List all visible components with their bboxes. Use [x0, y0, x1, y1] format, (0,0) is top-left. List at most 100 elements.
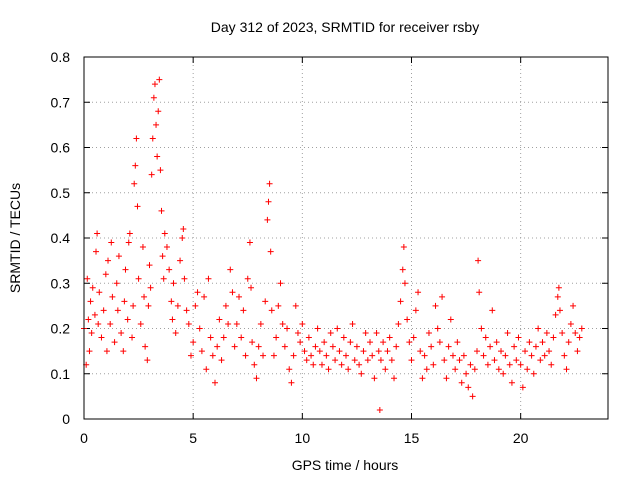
- data-point: [535, 325, 542, 332]
- data-point: [190, 339, 197, 346]
- data-point: [242, 352, 249, 359]
- data-point: [187, 352, 194, 359]
- data-point: [336, 348, 343, 355]
- data-point: [148, 171, 155, 178]
- data-point: [404, 316, 411, 323]
- data-point: [132, 162, 139, 169]
- data-point: [159, 253, 166, 260]
- data-point: [146, 262, 153, 269]
- data-point: [267, 248, 274, 255]
- y-tick-label: 0: [62, 411, 70, 427]
- data-point: [515, 334, 522, 341]
- data-point: [100, 307, 107, 314]
- data-point: [576, 334, 583, 341]
- data-point: [299, 320, 306, 327]
- data-point: [114, 307, 121, 314]
- data-point: [292, 302, 299, 309]
- data-point: [266, 180, 273, 187]
- data-point: [430, 361, 437, 368]
- data-point: [118, 330, 125, 337]
- data-point: [417, 348, 424, 355]
- data-point: [268, 307, 275, 314]
- data-point: [105, 257, 112, 264]
- data-point: [288, 379, 295, 386]
- data-point: [113, 280, 120, 287]
- data-point: [572, 330, 579, 337]
- data-point: [198, 348, 205, 355]
- data-point: [555, 284, 562, 291]
- data-point: [207, 334, 214, 341]
- data-point: [475, 257, 482, 264]
- data-point: [220, 334, 227, 341]
- data-point: [524, 366, 531, 373]
- data-point: [290, 352, 297, 359]
- data-point: [139, 244, 146, 251]
- data-point: [236, 293, 243, 300]
- data-point: [380, 339, 387, 346]
- data-point: [170, 280, 177, 287]
- data-point: [443, 375, 450, 382]
- data-point: [340, 334, 347, 341]
- data-point: [332, 357, 339, 364]
- y-tick-label: 0.3: [51, 275, 71, 291]
- data-point: [131, 180, 138, 187]
- data-point: [334, 325, 341, 332]
- data-point: [408, 357, 415, 364]
- y-tick-label: 0.1: [51, 366, 71, 382]
- data-point: [301, 348, 308, 355]
- data-point: [108, 239, 115, 246]
- data-point: [469, 393, 476, 400]
- data-point: [406, 339, 413, 346]
- data-point: [126, 230, 133, 237]
- data-point: [147, 284, 154, 291]
- y-tick-label: 0.7: [51, 94, 71, 110]
- data-point: [318, 361, 325, 368]
- data-point: [214, 343, 221, 350]
- data-point: [168, 298, 175, 305]
- data-point: [360, 348, 367, 355]
- data-point: [218, 357, 225, 364]
- data-point: [528, 352, 535, 359]
- data-point: [325, 366, 332, 373]
- data-point: [248, 284, 255, 291]
- data-point: [532, 343, 539, 350]
- data-point: [310, 361, 317, 368]
- data-point: [570, 302, 577, 309]
- data-point: [373, 330, 380, 337]
- data-point: [460, 352, 467, 359]
- data-point: [495, 366, 502, 373]
- data-point: [181, 275, 188, 282]
- data-point: [109, 293, 116, 300]
- data-point: [297, 339, 304, 346]
- data-point: [563, 366, 570, 373]
- data-point: [480, 352, 487, 359]
- data-point: [343, 352, 349, 359]
- data-point: [548, 361, 555, 368]
- data-point: [353, 343, 360, 350]
- data-point: [225, 320, 232, 327]
- data-point: [537, 357, 544, 364]
- y-tick-label: 0.4: [51, 230, 71, 246]
- data-point: [255, 343, 262, 350]
- data-point: [240, 307, 247, 314]
- data-point: [172, 330, 179, 337]
- data-point: [212, 379, 218, 386]
- data-point: [233, 320, 240, 327]
- data-point: [157, 167, 164, 174]
- data-point: [257, 320, 264, 327]
- data-point: [129, 334, 136, 341]
- data-point: [222, 302, 229, 309]
- data-point: [327, 330, 334, 337]
- data-point: [356, 361, 363, 368]
- data-point: [526, 339, 533, 346]
- data-point: [391, 375, 398, 382]
- data-point: [130, 302, 137, 309]
- data-point: [284, 325, 291, 332]
- data-point: [436, 339, 443, 346]
- data-point: [445, 343, 452, 350]
- data-point: [349, 320, 356, 327]
- data-point: [574, 348, 581, 355]
- data-point: [124, 316, 131, 323]
- data-point: [231, 343, 238, 350]
